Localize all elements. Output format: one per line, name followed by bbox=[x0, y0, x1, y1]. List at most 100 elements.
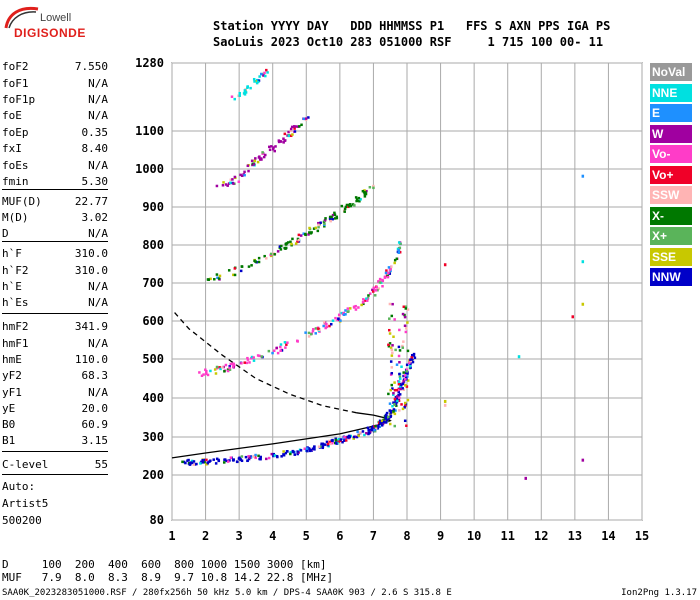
legend-item: NNW bbox=[650, 268, 692, 286]
echo-point bbox=[228, 365, 231, 368]
echo-point bbox=[405, 424, 408, 427]
echo-point bbox=[202, 458, 206, 462]
echo-point bbox=[231, 178, 234, 181]
echo-point bbox=[388, 332, 392, 335]
scattered-echo-point bbox=[581, 260, 585, 264]
echo-point bbox=[377, 424, 380, 428]
echo-point bbox=[381, 421, 384, 424]
echo-point bbox=[392, 401, 395, 404]
echo-point bbox=[371, 288, 374, 292]
echo-point bbox=[285, 343, 288, 346]
echo-point bbox=[324, 217, 327, 220]
echo-point bbox=[259, 455, 262, 459]
echo-point bbox=[382, 420, 386, 424]
echo-point bbox=[324, 326, 327, 330]
param-name: foF2 bbox=[2, 60, 29, 73]
param-value: N/A bbox=[88, 227, 108, 240]
y-tick-label: 900 bbox=[142, 200, 164, 214]
echo-point bbox=[334, 438, 338, 442]
x-tick-label: 15 bbox=[635, 529, 649, 543]
echo-point bbox=[374, 424, 377, 428]
echo-point bbox=[227, 182, 231, 185]
echo-point bbox=[359, 198, 362, 201]
echo-point bbox=[402, 374, 405, 378]
echo-point bbox=[239, 458, 242, 461]
echo-point bbox=[398, 246, 402, 250]
scattered-echo-point bbox=[581, 174, 585, 178]
echo-point bbox=[294, 242, 298, 245]
echo-point bbox=[337, 317, 340, 320]
echo-point bbox=[190, 459, 194, 463]
echo-point bbox=[243, 361, 246, 364]
echo-point bbox=[321, 446, 324, 450]
echo-point bbox=[388, 409, 392, 412]
echo-point bbox=[372, 286, 376, 290]
echo-point bbox=[401, 382, 405, 386]
scattered-echo-point bbox=[443, 399, 447, 403]
echo-point bbox=[404, 377, 407, 381]
echo-point bbox=[339, 439, 342, 443]
echo-point bbox=[339, 319, 342, 322]
plot-grid bbox=[171, 62, 643, 521]
echo-point bbox=[239, 269, 243, 273]
echo-point bbox=[402, 340, 405, 343]
profile-topside-dashed-line bbox=[171, 309, 357, 414]
echo-point bbox=[283, 139, 287, 142]
header-line-2: SaoLuis 2023 Oct10 283 051000 RSF 1 715 … bbox=[213, 35, 604, 49]
echo-point bbox=[383, 276, 387, 279]
echo-point bbox=[354, 304, 357, 308]
echo-point bbox=[385, 269, 388, 272]
echo-point bbox=[279, 343, 283, 346]
echo-point bbox=[404, 384, 407, 387]
echo-point bbox=[299, 449, 303, 452]
echo-point bbox=[226, 368, 230, 371]
param-row: fxI 8.40 bbox=[2, 142, 108, 157]
echo-point bbox=[272, 454, 275, 458]
echo-point bbox=[376, 427, 380, 430]
echo-point bbox=[353, 204, 356, 207]
echo-point bbox=[286, 241, 290, 244]
echo-point bbox=[296, 339, 299, 343]
echo-point bbox=[192, 460, 196, 463]
echo-point bbox=[232, 273, 235, 277]
echo-point bbox=[406, 375, 409, 378]
echo-point bbox=[245, 361, 248, 365]
echo-point bbox=[398, 328, 401, 332]
echo-point bbox=[403, 313, 406, 317]
echo-point bbox=[392, 393, 395, 396]
echo-point bbox=[392, 408, 396, 411]
echo-point bbox=[297, 238, 301, 242]
param-row: D N/A bbox=[2, 227, 108, 242]
echo-point bbox=[335, 215, 338, 219]
echo-point bbox=[246, 164, 250, 168]
echo-point bbox=[322, 324, 325, 328]
param-row: yE 20.0 bbox=[2, 402, 108, 417]
auto-label: Auto: bbox=[2, 480, 36, 493]
echo-point bbox=[396, 247, 400, 251]
echo-point bbox=[284, 346, 287, 349]
echo-point bbox=[267, 456, 271, 460]
echo-point bbox=[317, 221, 320, 225]
param-row: foE N/A bbox=[2, 109, 108, 124]
param-row: yF2 68.3 bbox=[2, 369, 108, 384]
echo-point bbox=[300, 123, 303, 127]
echo-point bbox=[325, 440, 329, 444]
echo-point bbox=[292, 125, 296, 128]
echo-point bbox=[247, 454, 250, 458]
param-value: N/A bbox=[88, 159, 108, 172]
echo-point bbox=[329, 322, 333, 326]
echo-point bbox=[333, 217, 337, 220]
echo-point bbox=[378, 419, 382, 423]
echo-point bbox=[325, 322, 328, 326]
echo-point bbox=[308, 226, 311, 230]
echo-point bbox=[400, 403, 403, 406]
param-value: 7.550 bbox=[74, 60, 108, 73]
echo-point bbox=[270, 252, 273, 256]
echo-point bbox=[250, 357, 253, 360]
echo-point bbox=[308, 231, 311, 234]
echo-point bbox=[363, 189, 366, 192]
echo-point bbox=[282, 453, 285, 456]
param-value: 0.35 bbox=[81, 126, 109, 139]
echo-point bbox=[323, 320, 326, 324]
echo-point bbox=[192, 463, 196, 466]
